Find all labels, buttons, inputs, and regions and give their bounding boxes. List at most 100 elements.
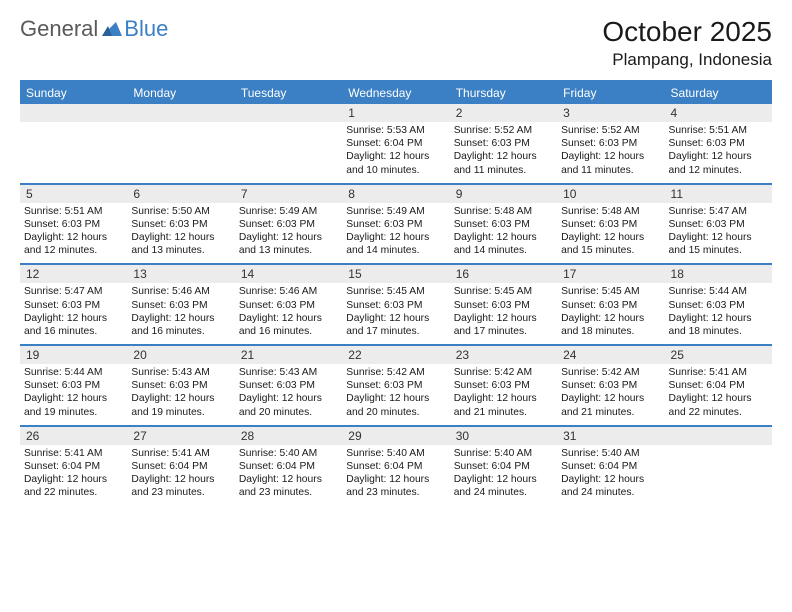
daylight-line: Daylight: 12 hours and 20 minutes.	[346, 392, 445, 418]
cell-content: Sunrise: 5:40 AMSunset: 6:04 PMDaylight:…	[557, 445, 664, 506]
cell-content	[20, 122, 127, 128]
day-number	[235, 104, 342, 122]
cell-content: Sunrise: 5:44 AMSunset: 6:03 PMDaylight:…	[20, 364, 127, 425]
sunrise-line: Sunrise: 5:48 AM	[454, 205, 553, 218]
daylight-line: Daylight: 12 hours and 15 minutes.	[669, 231, 768, 257]
day-number: 14	[235, 263, 342, 283]
daylight-line: Daylight: 12 hours and 15 minutes.	[561, 231, 660, 257]
sunrise-line: Sunrise: 5:45 AM	[561, 285, 660, 298]
daylight-line: Daylight: 12 hours and 18 minutes.	[561, 312, 660, 338]
sunrise-line: Sunrise: 5:40 AM	[239, 447, 338, 460]
sunset-line: Sunset: 6:03 PM	[669, 218, 768, 231]
day-number: 10	[557, 183, 664, 203]
cell-content: Sunrise: 5:43 AMSunset: 6:03 PMDaylight:…	[127, 364, 234, 425]
weekday-header: Tuesday	[235, 82, 342, 104]
calendar-cell: 1Sunrise: 5:53 AMSunset: 6:04 PMDaylight…	[342, 104, 449, 183]
calendar-cell: 4Sunrise: 5:51 AMSunset: 6:03 PMDaylight…	[665, 104, 772, 183]
day-number: 6	[127, 183, 234, 203]
day-info: Sunrise: 5:49 AMSunset: 6:03 PMDaylight:…	[239, 203, 338, 258]
day-info: Sunrise: 5:43 AMSunset: 6:03 PMDaylight:…	[131, 364, 230, 419]
sunset-line: Sunset: 6:03 PM	[454, 137, 553, 150]
weekday-header: Friday	[557, 82, 664, 104]
sunset-line: Sunset: 6:03 PM	[24, 379, 123, 392]
cell-content: Sunrise: 5:45 AMSunset: 6:03 PMDaylight:…	[342, 283, 449, 344]
sunset-line: Sunset: 6:03 PM	[239, 379, 338, 392]
day-number: 30	[450, 425, 557, 445]
sunset-line: Sunset: 6:03 PM	[561, 137, 660, 150]
sunset-line: Sunset: 6:03 PM	[239, 218, 338, 231]
daylight-line: Daylight: 12 hours and 23 minutes.	[131, 473, 230, 499]
daylight-line: Daylight: 12 hours and 22 minutes.	[669, 392, 768, 418]
daylight-line: Daylight: 12 hours and 23 minutes.	[346, 473, 445, 499]
daylight-line: Daylight: 12 hours and 22 minutes.	[24, 473, 123, 499]
sunrise-line: Sunrise: 5:46 AM	[239, 285, 338, 298]
sunset-line: Sunset: 6:03 PM	[561, 299, 660, 312]
cell-content: Sunrise: 5:42 AMSunset: 6:03 PMDaylight:…	[342, 364, 449, 425]
calendar-cell: 31Sunrise: 5:40 AMSunset: 6:04 PMDayligh…	[557, 425, 664, 506]
sunrise-line: Sunrise: 5:40 AM	[561, 447, 660, 460]
weekday-header-row: SundayMondayTuesdayWednesdayThursdayFrid…	[20, 82, 772, 104]
day-number: 23	[450, 344, 557, 364]
daylight-line: Daylight: 12 hours and 24 minutes.	[454, 473, 553, 499]
day-number: 1	[342, 104, 449, 122]
sunset-line: Sunset: 6:03 PM	[454, 379, 553, 392]
cell-content	[127, 122, 234, 128]
logo-text-general: General	[20, 16, 98, 42]
sunrise-line: Sunrise: 5:45 AM	[454, 285, 553, 298]
day-info: Sunrise: 5:45 AMSunset: 6:03 PMDaylight:…	[346, 283, 445, 338]
daylight-line: Daylight: 12 hours and 11 minutes.	[561, 150, 660, 176]
day-info: Sunrise: 5:48 AMSunset: 6:03 PMDaylight:…	[454, 203, 553, 258]
daylight-line: Daylight: 12 hours and 18 minutes.	[669, 312, 768, 338]
cell-content: Sunrise: 5:48 AMSunset: 6:03 PMDaylight:…	[557, 203, 664, 264]
day-number: 19	[20, 344, 127, 364]
daylight-line: Daylight: 12 hours and 12 minutes.	[669, 150, 768, 176]
cell-content: Sunrise: 5:49 AMSunset: 6:03 PMDaylight:…	[235, 203, 342, 264]
cell-content: Sunrise: 5:41 AMSunset: 6:04 PMDaylight:…	[20, 445, 127, 506]
day-number: 29	[342, 425, 449, 445]
day-info: Sunrise: 5:48 AMSunset: 6:03 PMDaylight:…	[561, 203, 660, 258]
weekday-header: Wednesday	[342, 82, 449, 104]
sunrise-line: Sunrise: 5:44 AM	[24, 366, 123, 379]
sunrise-line: Sunrise: 5:42 AM	[346, 366, 445, 379]
day-info: Sunrise: 5:42 AMSunset: 6:03 PMDaylight:…	[561, 364, 660, 419]
calendar-cell	[20, 104, 127, 183]
sunrise-line: Sunrise: 5:51 AM	[24, 205, 123, 218]
day-number: 28	[235, 425, 342, 445]
logo: General Blue	[20, 16, 168, 42]
day-number: 26	[20, 425, 127, 445]
daylight-line: Daylight: 12 hours and 13 minutes.	[239, 231, 338, 257]
sunset-line: Sunset: 6:03 PM	[131, 218, 230, 231]
calendar-row: 1Sunrise: 5:53 AMSunset: 6:04 PMDaylight…	[20, 104, 772, 183]
calendar-row: 12Sunrise: 5:47 AMSunset: 6:03 PMDayligh…	[20, 263, 772, 344]
cell-content: Sunrise: 5:40 AMSunset: 6:04 PMDaylight:…	[235, 445, 342, 506]
calendar-cell: 23Sunrise: 5:42 AMSunset: 6:03 PMDayligh…	[450, 344, 557, 425]
daylight-line: Daylight: 12 hours and 12 minutes.	[24, 231, 123, 257]
sunrise-line: Sunrise: 5:49 AM	[346, 205, 445, 218]
sunrise-line: Sunrise: 5:42 AM	[561, 366, 660, 379]
cell-content: Sunrise: 5:49 AMSunset: 6:03 PMDaylight:…	[342, 203, 449, 264]
cell-content: Sunrise: 5:52 AMSunset: 6:03 PMDaylight:…	[557, 122, 664, 183]
day-info: Sunrise: 5:43 AMSunset: 6:03 PMDaylight:…	[239, 364, 338, 419]
sunset-line: Sunset: 6:04 PM	[24, 460, 123, 473]
sunrise-line: Sunrise: 5:42 AM	[454, 366, 553, 379]
day-info: Sunrise: 5:46 AMSunset: 6:03 PMDaylight:…	[131, 283, 230, 338]
sunset-line: Sunset: 6:03 PM	[346, 299, 445, 312]
cell-content: Sunrise: 5:40 AMSunset: 6:04 PMDaylight:…	[450, 445, 557, 506]
cell-content: Sunrise: 5:42 AMSunset: 6:03 PMDaylight:…	[557, 364, 664, 425]
day-number: 5	[20, 183, 127, 203]
day-info: Sunrise: 5:42 AMSunset: 6:03 PMDaylight:…	[454, 364, 553, 419]
day-number: 8	[342, 183, 449, 203]
calendar-cell	[127, 104, 234, 183]
daylight-line: Daylight: 12 hours and 13 minutes.	[131, 231, 230, 257]
day-number: 17	[557, 263, 664, 283]
sunrise-line: Sunrise: 5:40 AM	[346, 447, 445, 460]
weekday-header: Saturday	[665, 82, 772, 104]
daylight-line: Daylight: 12 hours and 21 minutes.	[454, 392, 553, 418]
sunrise-line: Sunrise: 5:45 AM	[346, 285, 445, 298]
calendar-cell: 25Sunrise: 5:41 AMSunset: 6:04 PMDayligh…	[665, 344, 772, 425]
calendar-cell: 13Sunrise: 5:46 AMSunset: 6:03 PMDayligh…	[127, 263, 234, 344]
cell-content: Sunrise: 5:45 AMSunset: 6:03 PMDaylight:…	[450, 283, 557, 344]
daylight-line: Daylight: 12 hours and 16 minutes.	[24, 312, 123, 338]
day-number: 15	[342, 263, 449, 283]
calendar-cell: 12Sunrise: 5:47 AMSunset: 6:03 PMDayligh…	[20, 263, 127, 344]
